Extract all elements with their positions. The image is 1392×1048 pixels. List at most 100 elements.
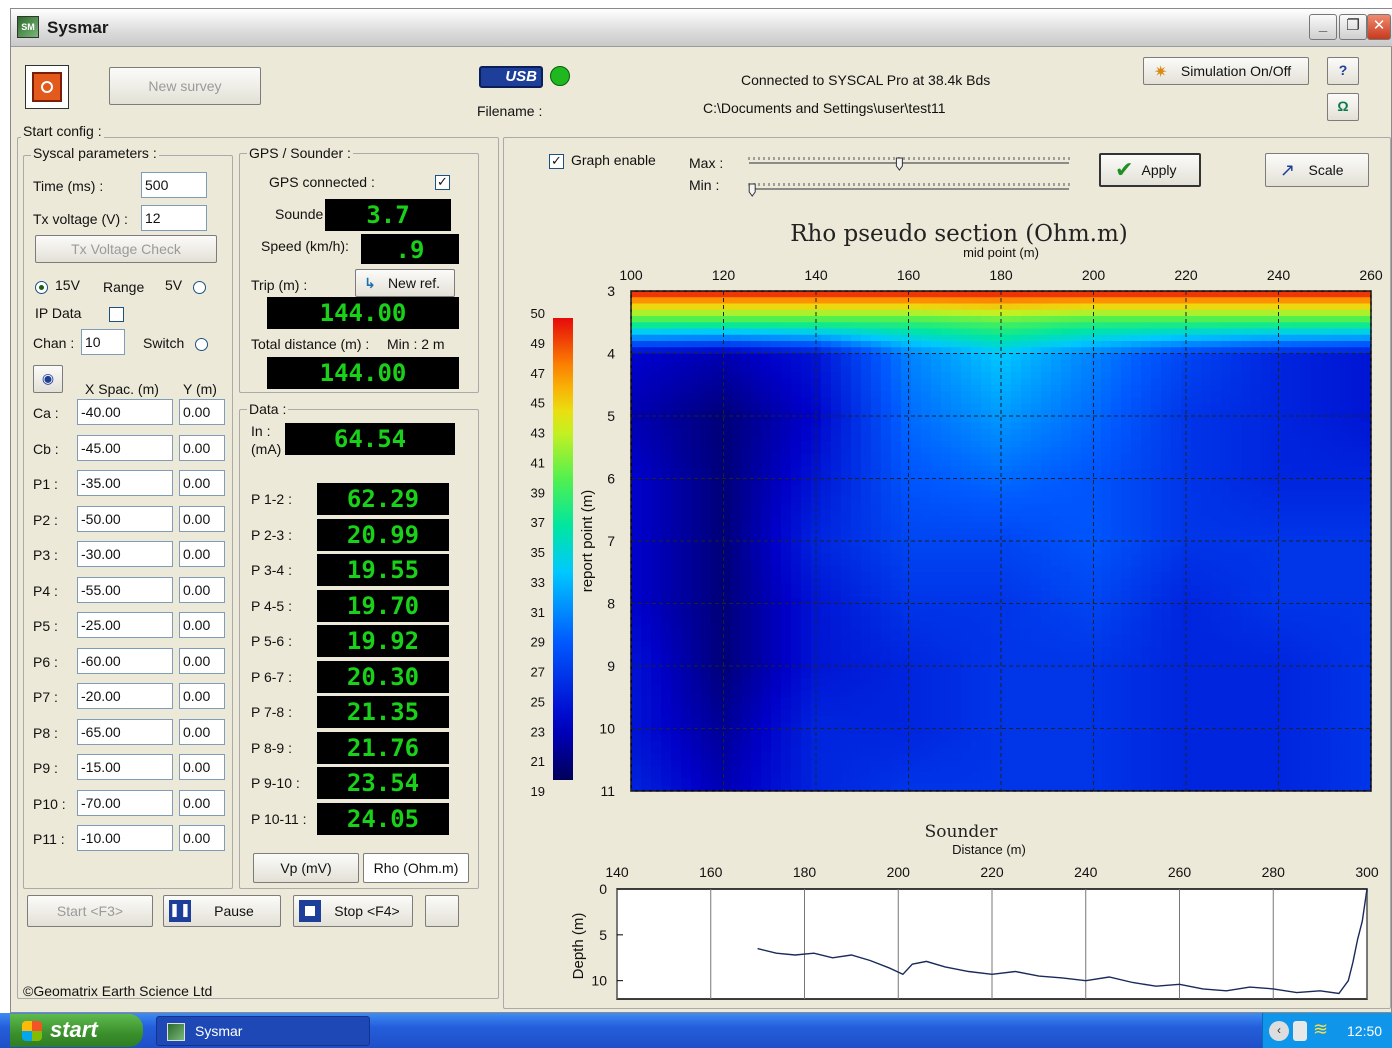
close-icon[interactable]: ✕ [1367, 14, 1391, 40]
electrode-x-input[interactable]: -45.00 [77, 434, 173, 461]
heatmap-cell [681, 703, 692, 711]
electrode-y-input[interactable]: 0.00 [179, 399, 225, 425]
electrode-x-input[interactable]: -25.00 [77, 612, 173, 638]
heatmap-cell [961, 666, 972, 673]
electrode-y-input[interactable]: 0.00 [179, 541, 225, 567]
heatmap-cell [711, 547, 722, 555]
electrode-y-input[interactable]: 0.00 [179, 434, 225, 461]
heatmap-cell [911, 609, 922, 617]
scale-button[interactable]: ↗ Scale [1265, 153, 1369, 187]
heatmap-cell [951, 347, 962, 355]
heatmap-cell [761, 709, 772, 717]
heatmap-cell [641, 616, 652, 623]
heatmap-cell [1141, 347, 1152, 355]
gps-connected-checkbox[interactable]: ✓ [435, 175, 450, 190]
heatmap-cell [891, 622, 902, 630]
heatmap-cell [891, 303, 902, 311]
electrode-y-input[interactable]: 0.00 [179, 683, 225, 709]
heatmap-cell [841, 516, 852, 523]
power-button[interactable] [25, 65, 69, 109]
heatmap-cell [1141, 584, 1152, 592]
electrode-x-input[interactable]: -35.00 [77, 470, 173, 496]
electrode-x-input[interactable]: -15.00 [77, 754, 173, 780]
chan-input[interactable]: 10 [81, 329, 125, 355]
heatmap-cell [1061, 678, 1072, 686]
new-survey-button[interactable]: New survey [109, 67, 261, 105]
heatmap-cell [1051, 597, 1062, 605]
range-15v-radio[interactable] [35, 281, 48, 294]
heatmap-cell [641, 578, 652, 586]
electrode-x-input[interactable]: -70.00 [77, 789, 173, 816]
heatmap-cell [731, 747, 742, 755]
heatmap-cell [881, 478, 892, 486]
heatmap-cell [691, 391, 702, 398]
omega-icon[interactable]: Ω [1327, 93, 1359, 121]
eye-icon[interactable]: ◉ [33, 365, 63, 393]
graph-enable-checkbox[interactable]: ✓ [549, 154, 564, 169]
heatmap-cell [991, 666, 1002, 673]
electrode-y-input[interactable]: 0.00 [179, 470, 225, 496]
electrode-x-input[interactable]: -20.00 [77, 683, 173, 709]
heatmap-cell [801, 291, 812, 298]
heatmap-cell [771, 753, 782, 761]
heatmap-cell [651, 441, 662, 448]
electrode-y-input[interactable]: 0.00 [179, 754, 225, 780]
electrode-y-input[interactable]: 0.00 [179, 789, 225, 816]
start-button[interactable]: Start <F3> [27, 895, 153, 927]
heatmap-cell [761, 641, 772, 648]
heatmap-cell [901, 622, 912, 630]
apply-button[interactable]: ✔ Apply [1099, 153, 1201, 187]
electrode-x-input[interactable]: -60.00 [77, 647, 173, 674]
tx-voltage-check-button[interactable]: Tx Voltage Check [35, 235, 217, 263]
range-5v-radio[interactable] [193, 281, 206, 294]
electrode-x-input[interactable]: -55.00 [77, 576, 173, 603]
heatmap-cell [631, 678, 642, 686]
switch-radio[interactable] [195, 338, 208, 351]
range-sliders[interactable] [731, 147, 1071, 201]
ip-data-checkbox[interactable] [109, 307, 124, 322]
time-input[interactable]: 500 [141, 172, 207, 198]
heatmap-cell [691, 366, 702, 373]
electrode-y-input[interactable]: 0.00 [179, 718, 225, 745]
electrode-x-input[interactable]: -65.00 [77, 718, 173, 745]
title-bar[interactable]: SM Sysmar _ ❐ ✕ [11, 9, 1392, 47]
pause-button[interactable]: ❚❚ Pause [163, 895, 281, 927]
minimize-icon[interactable]: _ [1309, 14, 1337, 40]
heatmap-cell [861, 772, 872, 780]
electrode-x-input[interactable]: -50.00 [77, 505, 173, 532]
electrode-y-input[interactable]: 0.00 [179, 612, 225, 638]
heatmap-cell [991, 684, 1002, 692]
tab-vp[interactable]: Vp (mV) [253, 853, 359, 883]
heatmap-cell [681, 666, 692, 673]
electrode-y-input[interactable]: 0.00 [179, 647, 225, 674]
tx-voltage-input[interactable]: 12 [141, 205, 207, 231]
electrode-x-input[interactable]: -40.00 [77, 399, 173, 425]
heatmap-cell [821, 453, 832, 461]
electrode-x-input[interactable]: -30.00 [77, 541, 173, 567]
stop-button[interactable]: Stop <F4> [293, 895, 413, 927]
help-icon[interactable]: ? [1327, 57, 1359, 85]
electrode-x-input[interactable]: -10.00 [77, 825, 173, 851]
heatmap-cell [751, 397, 762, 405]
electrode-y-input[interactable]: 0.00 [179, 576, 225, 603]
heatmap-cell [1071, 391, 1082, 398]
electrode-y-input[interactable]: 0.00 [179, 825, 225, 851]
tab-rho[interactable]: Rho (Ohm.m) [363, 853, 469, 883]
heatmap-cell [781, 522, 792, 530]
heatmap-cell [891, 766, 902, 773]
heatmap-cell [1051, 566, 1062, 573]
heatmap-cell [941, 384, 952, 392]
heatmap-cell [941, 459, 952, 467]
simulation-button[interactable]: ✷ Simulation On/Off [1143, 57, 1309, 85]
heatmap-cell [1091, 741, 1102, 748]
heatmap-cell [1071, 428, 1082, 436]
heatmap-cell [901, 722, 912, 730]
heatmap-cell [861, 547, 872, 555]
restore-icon[interactable]: ❐ [1339, 14, 1367, 40]
extra-button[interactable] [425, 895, 459, 927]
heatmap-cell [951, 616, 962, 623]
heatmap-cell [1131, 359, 1142, 367]
new-ref-button[interactable]: ↳ New ref. [355, 269, 455, 297]
heatmap-cell [1041, 628, 1052, 636]
electrode-y-input[interactable]: 0.00 [179, 505, 225, 532]
